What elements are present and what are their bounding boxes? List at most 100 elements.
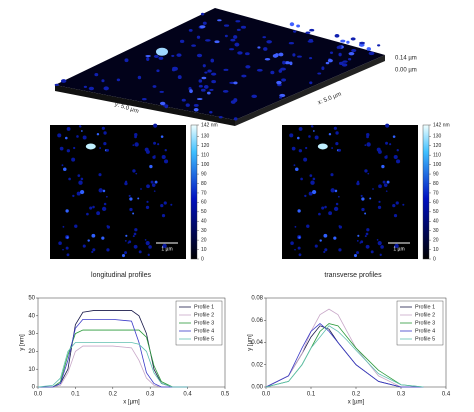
map-grain <box>402 203 405 206</box>
x-axis-label: x [µm] <box>348 400 365 406</box>
surface-grain <box>263 47 268 51</box>
surface-grain <box>196 97 203 101</box>
map-grain <box>145 241 150 246</box>
surface-grain <box>366 47 371 51</box>
surface-grain <box>199 25 206 29</box>
map-grain <box>128 194 131 197</box>
map-grain <box>298 253 302 257</box>
surface-grain <box>204 71 208 74</box>
map-grain <box>106 248 110 252</box>
surface-grain <box>181 98 186 102</box>
map-grain <box>323 233 328 238</box>
map-grain <box>61 164 64 167</box>
map-grain <box>338 225 341 228</box>
map-grain <box>333 126 337 130</box>
surface-grain <box>224 34 228 38</box>
map-grain <box>144 239 147 241</box>
map-grain <box>377 149 382 154</box>
surface-grain <box>198 84 203 88</box>
map-grain <box>96 132 100 136</box>
surface-grain <box>206 91 211 95</box>
surface-grain <box>288 42 295 45</box>
colorbar-tick-label: 40 <box>201 219 207 225</box>
map-grain <box>99 147 102 150</box>
map-grain <box>381 164 385 169</box>
map-grain <box>366 142 371 147</box>
colorbar-tick-label: 20 <box>201 237 207 243</box>
profile-line <box>265 323 424 388</box>
map-grain <box>101 126 105 130</box>
map-grain <box>385 141 389 145</box>
plot-frame <box>37 297 226 388</box>
map-grain <box>335 141 339 146</box>
map-grain <box>324 205 327 209</box>
map-grain <box>385 123 390 128</box>
map-grain <box>133 232 137 236</box>
map-grain <box>317 143 328 150</box>
surface-grain <box>189 89 193 94</box>
map-grain <box>318 212 321 216</box>
x-extent-label: x: 5.0 µm <box>317 91 342 106</box>
map-grain <box>124 251 128 255</box>
surface-grain <box>279 96 283 99</box>
map-grain <box>160 135 164 138</box>
y-tick-label: 50 <box>28 296 35 302</box>
map-grain <box>153 190 156 192</box>
colorbar-tick-label: 70 <box>201 190 207 196</box>
colorbar-tick-label: 60 <box>433 200 439 206</box>
colorbar-tick-label: 70 <box>433 190 439 196</box>
y-tick-label: 0.00 <box>251 385 263 391</box>
x-tick-label: 0.5 <box>221 392 230 398</box>
map-grain <box>91 233 96 238</box>
map-grain <box>146 184 150 189</box>
map-grain <box>135 172 138 175</box>
map-grain <box>64 136 68 140</box>
map-image <box>282 125 418 259</box>
surface-side <box>55 85 235 126</box>
y-tick-label: 0 <box>32 385 36 391</box>
map-grain <box>304 194 307 198</box>
colorbar-tick-label: 10 <box>433 247 439 253</box>
map-grain <box>338 248 342 252</box>
x-tick-label: 0.1 <box>307 392 316 398</box>
surface-grain <box>240 25 247 29</box>
map-grain <box>324 248 328 252</box>
map-grain <box>395 201 399 205</box>
surface-grain <box>368 51 375 56</box>
surface-grain <box>159 90 164 93</box>
colorbar-tick-label: 110 <box>433 153 441 159</box>
map-grain <box>92 205 95 209</box>
map-grain <box>103 202 107 206</box>
map-grain <box>294 225 297 228</box>
map-grain <box>394 243 399 249</box>
map-grain <box>385 155 388 157</box>
surface-grain <box>233 117 238 121</box>
map-grain <box>356 181 360 186</box>
y-tick-label: 20 <box>28 349 35 355</box>
map-grain <box>80 177 84 181</box>
colorbar-tick-label: 142 nm <box>433 122 450 128</box>
map-grain <box>314 135 319 140</box>
colorbar-tick-label: 10 <box>201 247 207 253</box>
surface-grain <box>340 39 346 43</box>
map-grain <box>378 200 381 203</box>
map-grain <box>296 136 300 140</box>
map-grain <box>76 135 79 138</box>
map-grain <box>132 144 135 146</box>
x-tick-label: 0.0 <box>34 392 43 398</box>
map-grain <box>330 173 334 177</box>
surface-grain <box>201 76 207 80</box>
map-grain <box>366 133 370 137</box>
legend-label: Profile 3 <box>194 320 214 326</box>
map-grain <box>383 183 388 187</box>
map-grain <box>153 155 156 157</box>
map-grain <box>161 154 166 160</box>
surface-grain <box>276 80 282 85</box>
profile-line <box>37 342 188 388</box>
colorbar-tick-label: 100 <box>201 162 210 168</box>
surface-grain <box>346 40 350 44</box>
surface-grain <box>262 36 267 39</box>
surface-grain <box>325 61 330 65</box>
map-grain <box>369 197 372 200</box>
surface-grain <box>103 86 109 91</box>
